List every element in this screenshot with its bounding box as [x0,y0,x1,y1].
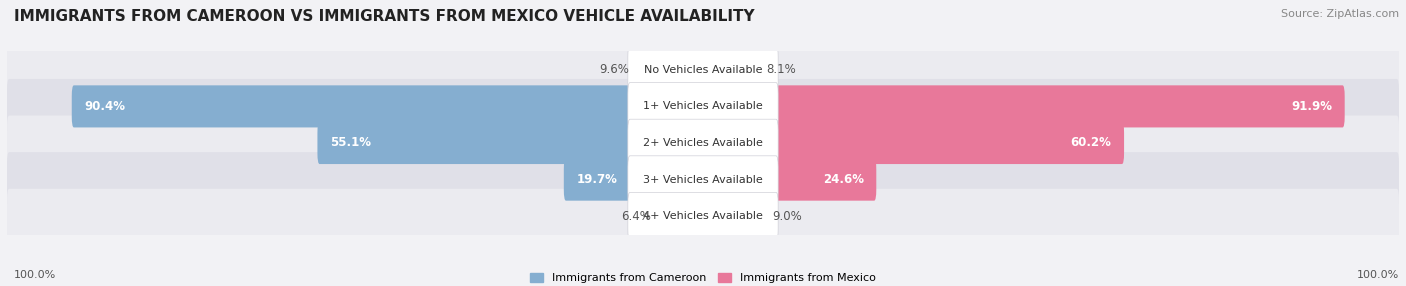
Text: 1+ Vehicles Available: 1+ Vehicles Available [643,102,763,111]
Text: 90.4%: 90.4% [84,100,125,113]
Text: 100.0%: 100.0% [14,270,56,280]
FancyBboxPatch shape [7,79,1399,134]
Text: 55.1%: 55.1% [330,136,371,150]
FancyBboxPatch shape [657,195,704,237]
FancyBboxPatch shape [318,122,704,164]
Text: 3+ Vehicles Available: 3+ Vehicles Available [643,175,763,184]
FancyBboxPatch shape [628,119,778,167]
FancyBboxPatch shape [702,85,1344,128]
FancyBboxPatch shape [7,189,1399,244]
FancyBboxPatch shape [702,49,762,91]
Text: 100.0%: 100.0% [1357,270,1399,280]
Text: 4+ Vehicles Available: 4+ Vehicles Available [643,211,763,221]
FancyBboxPatch shape [628,192,778,240]
Text: Source: ZipAtlas.com: Source: ZipAtlas.com [1281,9,1399,19]
FancyBboxPatch shape [72,85,704,128]
Text: 2+ Vehicles Available: 2+ Vehicles Available [643,138,763,148]
Text: 9.0%: 9.0% [773,210,803,223]
Text: 6.4%: 6.4% [621,210,651,223]
Text: IMMIGRANTS FROM CAMEROON VS IMMIGRANTS FROM MEXICO VEHICLE AVAILABILITY: IMMIGRANTS FROM CAMEROON VS IMMIGRANTS F… [14,9,755,23]
FancyBboxPatch shape [7,116,1399,170]
Text: No Vehicles Available: No Vehicles Available [644,65,762,75]
FancyBboxPatch shape [628,46,778,94]
FancyBboxPatch shape [628,83,778,130]
Text: 91.9%: 91.9% [1291,100,1331,113]
FancyBboxPatch shape [7,152,1399,207]
Text: 60.2%: 60.2% [1070,136,1112,150]
FancyBboxPatch shape [702,195,768,237]
Text: 8.1%: 8.1% [766,63,796,76]
FancyBboxPatch shape [564,158,704,201]
FancyBboxPatch shape [702,158,876,201]
FancyBboxPatch shape [7,42,1399,97]
Text: 24.6%: 24.6% [823,173,863,186]
Text: 9.6%: 9.6% [599,63,630,76]
FancyBboxPatch shape [702,122,1123,164]
FancyBboxPatch shape [634,49,704,91]
Text: 19.7%: 19.7% [576,173,617,186]
Legend: Immigrants from Cameroon, Immigrants from Mexico: Immigrants from Cameroon, Immigrants fro… [526,268,880,286]
FancyBboxPatch shape [628,156,778,203]
